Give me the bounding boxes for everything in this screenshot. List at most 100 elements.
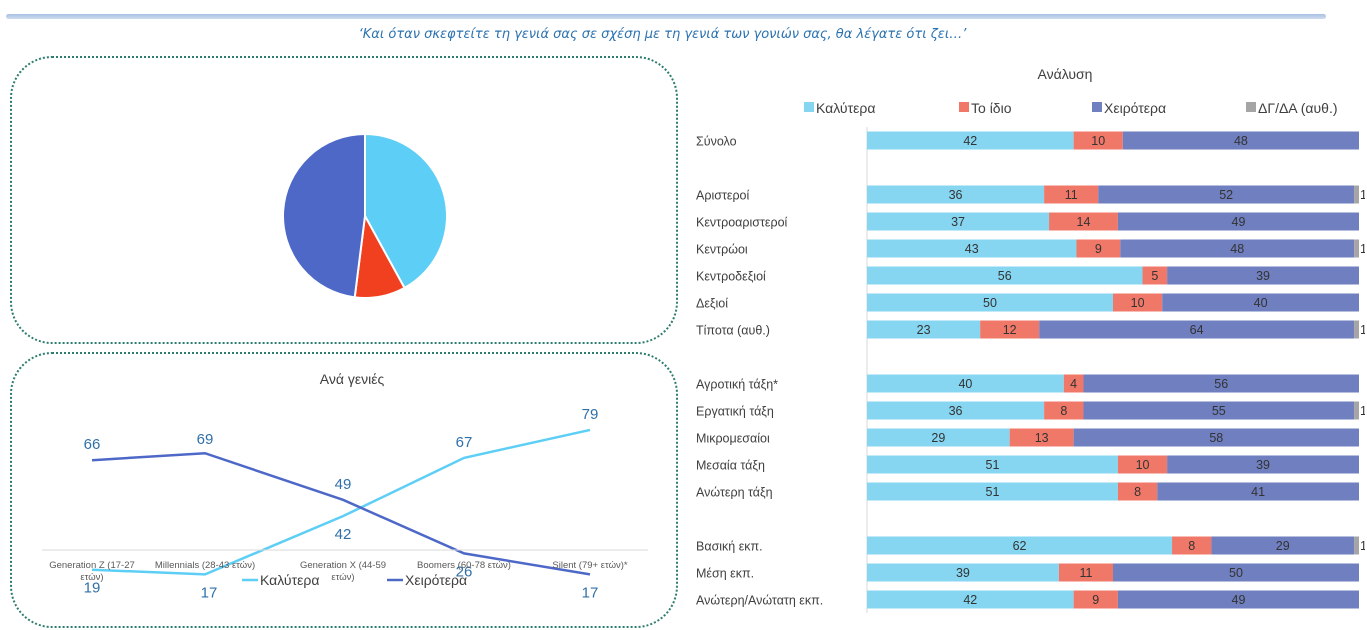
line-chart: Ανά γενιές 19 17 42 67 79 66 69 49 26 17 Generation… [42,371,648,601]
bar-segment [1122,131,1359,150]
bar-value-label: 4 [1070,377,1077,391]
bar-segment [1167,266,1359,285]
bar-segment [1083,374,1359,393]
bar-value-label: 50 [983,296,997,310]
bar-segment [1049,212,1118,231]
bar-value-label: 1 [1360,242,1365,256]
bar-value-label: 48 [1234,134,1248,148]
bar-segment [867,239,1077,258]
bar-value-label: 40 [958,377,972,391]
row-label: Βασική εκπ. [696,540,763,554]
bar-value-label: 39 [1256,458,1270,472]
bar-value-label: 50 [1229,566,1243,580]
legend-label: Χειρότερα [1104,100,1166,116]
bar-value-label: 9 [1095,242,1102,256]
legend-label: Το ίδιο [971,100,1012,116]
row-label: Μικρομεσαίοι [696,432,770,446]
question-subtitle: ‘Και όταν σκεφτείτε τη γενιά σας σε σχέσ… [358,27,967,42]
legend-label: Καλύτερα [260,572,319,588]
bar-value-label: 49 [1232,215,1246,229]
bar-segment [1167,455,1359,474]
bar-value-label: 64 [1190,323,1204,337]
x-tick-label: Generation Z (17-27 ετών) [49,560,135,583]
bar-segment [867,590,1074,609]
row-label: Μέση εκπ. [696,567,754,581]
bar-value-label: 42 [963,134,977,148]
bar-value-label: 37 [951,215,965,229]
bar-segment [1142,266,1168,285]
legend-swatch [959,102,969,112]
bar-segment [867,428,1010,447]
bar-value-label: 36 [949,188,963,202]
bar-segment [1354,401,1359,420]
bar-segment [867,293,1113,312]
bar-value-label: 55 [1212,404,1226,418]
bar-value-label: 29 [931,431,945,445]
bar-segment [1354,320,1359,339]
bar-value-label: 8 [1060,404,1067,418]
bar-value-label: 42 [963,593,977,607]
bar-segment [867,563,1059,582]
row-label: Κεντροαριστεροί [696,216,788,230]
bar-segment [1354,536,1359,555]
legend-swatch [804,102,814,112]
line-chart-title: Ανά γενιές [320,371,385,387]
bar-value-label: 43 [965,242,979,256]
bar-value-label: 56 [998,269,1012,283]
line-series [91,428,591,576]
bar-segment [867,455,1118,474]
bar-value-label: 12 [1003,323,1017,337]
bar-segment [1354,185,1359,204]
bar-segment [867,320,981,339]
bar-value-label: 58 [1209,431,1223,445]
x-tick-label: Generation X (44-59 ετών) [300,560,386,583]
bar-segment [1172,536,1212,555]
legend-label: Καλύτερα [816,100,875,116]
bar-value-label: 48 [1230,242,1244,256]
row-label: Ανώτερη/Ανώτατη εκπ. [696,594,823,608]
line-series [91,451,591,576]
bar-value-label: 14 [1077,215,1091,229]
bar-segment [867,374,1064,393]
bar-segment [1098,185,1355,204]
bar-segment [1083,401,1355,420]
bar-value-label: 40 [1254,296,1268,310]
bar-value-label: 11 [1065,188,1078,202]
value-label: 66 [84,436,101,453]
bar-value-label: 11 [1079,566,1092,580]
bar-segment [1117,590,1359,609]
generations-chart-panel: Ανά γενιές 19 17 42 67 79 66 69 49 26 17 Generation… [10,352,678,628]
bar-value-label: 39 [956,566,970,580]
pie-chart [282,132,448,299]
bar-segment [1113,563,1359,582]
value-label: 79 [582,406,599,423]
pie-slice [282,132,366,299]
bar-value-label: 10 [1091,134,1105,148]
value-label: 17 [201,584,218,601]
bar-value-label: 10 [1131,296,1145,310]
row-label: Εργατική τάξη [696,405,774,419]
legend-swatch [1092,102,1102,112]
legend-label: Χειρότερα [405,572,467,588]
x-tick-label: Millennials (28-43 ετών) [155,560,255,571]
bar-segment [867,266,1143,285]
bar-value-label: 1 [1360,404,1365,418]
bar-segment [1354,239,1359,258]
row-label: Κεντροδεξιοί [696,270,766,284]
row-label: Αγροτική τάξη* [696,378,778,392]
pie-slice [364,132,448,290]
bar-value-label: 23 [917,323,931,337]
bar-value-label: 56 [1214,377,1228,391]
bar-segment [980,320,1040,339]
bar-value-label: 8 [1188,539,1195,553]
bar-segment [1063,374,1084,393]
value-label: 17 [582,584,599,601]
bar-value-label: 51 [986,485,1000,499]
bar-segment [1211,536,1355,555]
bar-segment [1120,239,1355,258]
bar-segment [867,401,1045,420]
bar-segment [867,482,1118,501]
bar-segment [1117,455,1168,474]
bar-value-label: 5 [1151,269,1158,283]
bar-chart-title: Ανάλυση [1038,66,1093,82]
